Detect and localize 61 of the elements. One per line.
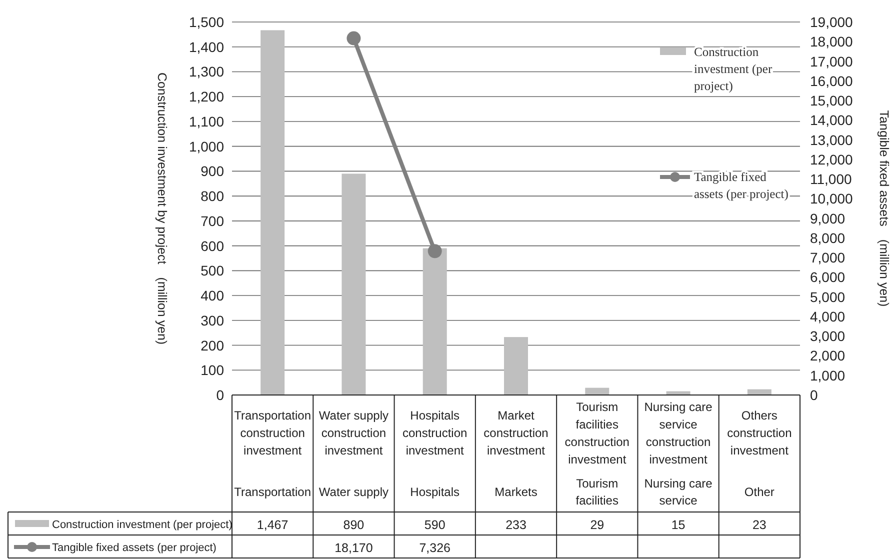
text: Construction investment (per project) bbox=[52, 519, 232, 531]
y-tick-label: 100 bbox=[200, 362, 224, 378]
y2-tick-label: 17,000 bbox=[810, 53, 854, 70]
y-tick-label: 600 bbox=[200, 238, 224, 254]
y-tick-label: 0 bbox=[216, 387, 224, 403]
y2-tick-label: 6,000 bbox=[810, 269, 846, 286]
y-tick-label: 500 bbox=[200, 262, 224, 279]
y-tick-label: 200 bbox=[200, 337, 224, 354]
bar bbox=[260, 30, 285, 395]
category-label: Others construction investment Other bbox=[727, 408, 792, 499]
y-tick-label: 1,100 bbox=[188, 113, 224, 130]
y-tick-label: 1,300 bbox=[188, 64, 224, 80]
y2-tick-label: 12,000 bbox=[810, 151, 854, 168]
y-axis-title: Construction investment by project (million yen) bbox=[155, 72, 169, 345]
data-label: 29 bbox=[590, 518, 604, 532]
y2-tick-label: 19,000 bbox=[810, 14, 854, 30]
category-label: Market construction investment Markets bbox=[484, 408, 548, 499]
y-tick-label: 400 bbox=[200, 288, 224, 304]
y-tick-label: 1,200 bbox=[188, 88, 224, 105]
y-tick-label: 900 bbox=[200, 163, 224, 180]
bar bbox=[422, 248, 447, 395]
bar bbox=[342, 174, 366, 395]
y2-tick-label: 4,000 bbox=[810, 308, 846, 324]
data-label: 233 bbox=[506, 518, 526, 532]
y-tick-label: 1,500 bbox=[188, 14, 224, 30]
y2-tick-label: 11,000 bbox=[810, 171, 852, 188]
y-tick-label: 800 bbox=[200, 188, 224, 204]
y-tick-label: 1,400 bbox=[188, 38, 224, 55]
y2-tick-label: 9,000 bbox=[810, 210, 846, 226]
x-tick-label: Tourism facilities construction investment Tourism facilities bbox=[564, 400, 630, 508]
data-label: 23 bbox=[752, 518, 766, 532]
category-label: Water supply construction investment Water supply bbox=[318, 408, 389, 499]
y2-tick-label: 1,000 bbox=[810, 367, 846, 384]
data-label: 590 bbox=[424, 518, 446, 532]
y2-tick-label: 2,000 bbox=[810, 348, 846, 364]
y2-tick-label: 16,000 bbox=[810, 72, 854, 89]
y2-tick-label: 3,000 bbox=[810, 328, 846, 344]
bar bbox=[504, 337, 528, 395]
y2-tick-label: 14,000 bbox=[810, 112, 854, 128]
data-label: 890 bbox=[343, 518, 364, 532]
y2-tick-label: 8,000 bbox=[810, 230, 846, 246]
data-label: 18,170 bbox=[334, 541, 373, 555]
category-label: Transportation construction investment Transportation bbox=[234, 408, 312, 499]
x-tick-label: Nursing care service construction investment Nursing care service bbox=[644, 400, 713, 508]
y2-tick-label: 5,000 bbox=[810, 288, 846, 305]
y2-tick-label: 18,000 bbox=[810, 34, 854, 50]
data-label: 7,326 bbox=[419, 541, 451, 555]
y2-tick-label: 7,000 bbox=[810, 250, 846, 266]
y-tick-label: 300 bbox=[200, 312, 224, 328]
bar bbox=[585, 388, 610, 395]
y2-tick-label: 0 bbox=[810, 387, 818, 403]
category-label: Hospitals construction investment Hospitals bbox=[402, 408, 468, 499]
y2-tick-label: 15,000 bbox=[810, 92, 854, 109]
y-tick-label: 1,000 bbox=[188, 138, 224, 154]
text: Tangible fixed assets (per project) bbox=[52, 542, 216, 554]
y2-axis-title: Tangible fixed assets (million yen) bbox=[877, 110, 891, 307]
data-label: 15 bbox=[671, 518, 686, 532]
y2-tick-label: 13,000 bbox=[810, 132, 854, 148]
y-tick-label: 700 bbox=[200, 212, 224, 229]
y2-tick-label: 10,000 bbox=[810, 190, 854, 207]
data-label: 1,467 bbox=[256, 518, 288, 532]
